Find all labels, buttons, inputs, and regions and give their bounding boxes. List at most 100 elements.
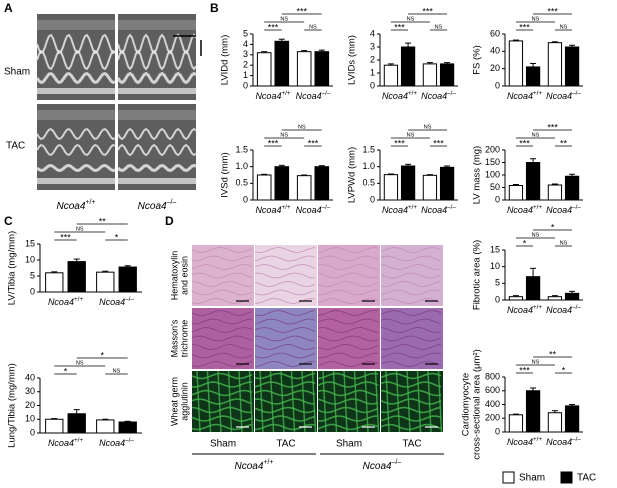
histology-texture [254,389,316,397]
y-axis-label: FS (%) [472,45,483,75]
echo-wave [36,163,116,173]
genotype-label: Ncoa4+/+ [255,204,290,215]
significance-label: *** [422,6,433,16]
y-axis-label: LVPWd (mm) [347,147,358,203]
histology-texture [254,247,316,253]
histology-texture [380,310,442,316]
genotype: –/– [572,90,581,97]
significance-label: *** [547,6,558,16]
genotype: +/+ [281,90,290,97]
bar [439,63,455,87]
bar [525,276,541,301]
genotype-label: Ncoa4+/+ [48,296,83,307]
histology-texture [364,370,369,433]
y-tick-label: 2 [243,60,248,70]
echo-row-label: Sham [4,67,30,78]
y-tick-label: 1 [243,70,248,80]
significance-label: NS [532,359,540,365]
genotype: +/+ [263,459,273,466]
histology-texture [191,281,253,287]
bar [508,40,524,87]
y-tick-label: 4 [370,28,375,38]
bar [547,184,563,201]
significance-label: * [100,350,104,360]
bar [508,185,524,201]
gene-name: Ncoa4 [382,205,408,215]
legend-swatch [560,471,573,484]
significance-label: NS [560,240,568,246]
y-tick-label: 10 [25,414,35,424]
y-tick-label: 150 [485,157,500,167]
histology-texture [317,255,379,262]
gene-name: Ncoa4 [507,91,533,101]
genotype-label: Ncoa4–/– [546,436,581,447]
bar [274,40,290,87]
y-tick-label: 40 [490,46,500,56]
bar [96,271,115,293]
histology-texture [317,406,379,414]
bar [439,166,455,201]
genotype: +/+ [533,304,542,311]
bar [564,46,580,87]
significance-label: NS [560,24,568,30]
y-tick-label: 1.0 [362,161,375,171]
significance-label: * [64,366,68,376]
histology-texture [322,370,327,433]
legend-label: TAC [577,473,596,484]
histology-texture [380,389,442,397]
y-tick-label: 3 [370,41,375,51]
histology-texture [191,298,253,304]
histology-texture [280,370,285,433]
histology-texture [254,398,316,405]
bar [400,46,416,87]
significance-label: *** [519,138,530,148]
echo-wave [36,143,116,157]
gene-name: Ncoa4 [363,461,392,472]
y-tick-label: 5 [243,28,248,38]
genotype-label: Ncoa4–/– [296,90,331,101]
histology-texture [196,370,201,433]
y-tick-label: 1.5 [362,144,375,154]
histology-image [381,308,443,369]
y-tick-label: 20 [490,63,500,73]
histology-texture [380,381,442,388]
significance-label: * [562,365,566,375]
histology-texture [254,264,316,270]
y-tick-label: 0 [243,194,248,204]
stain-label: and eosin [179,256,189,295]
stain-label: Masson's [169,319,179,357]
gene-name: Ncoa4 [546,305,572,315]
y-tick-label: 200 [485,144,500,154]
significance-label: ** [99,216,107,226]
y-tick-label: 50 [490,182,500,192]
echo-band [37,20,115,30]
y-tick-label: 0 [30,427,35,437]
bar [45,272,64,293]
significance-label: * [523,238,527,248]
significance-label: * [115,232,119,242]
significance-label: NS [76,226,84,232]
panel-label: C [4,214,13,228]
genotype: –/– [572,304,581,311]
histology-texture [254,381,316,388]
gene-name: Ncoa4 [421,91,447,101]
significance-label: *** [394,138,405,148]
histology-texture [191,327,253,333]
genotype: –/– [125,437,134,444]
genotype: +/+ [533,436,542,443]
significance-label: ** [560,138,568,148]
bar [118,421,137,434]
echo-wave [116,71,197,85]
histology-image [381,371,443,432]
genotype: +/+ [408,90,417,97]
genotype-label: Ncoa4+/+ [48,437,83,448]
genotype: +/+ [85,199,95,206]
histology-image [318,308,380,369]
significance-label: NS [280,132,288,138]
echo-floor [118,178,196,184]
significance-label: *** [547,122,558,132]
genotype: +/+ [533,204,542,211]
echo-row-label: TAC [6,141,25,152]
echo-wave [36,127,116,141]
histology-texture [343,370,348,433]
